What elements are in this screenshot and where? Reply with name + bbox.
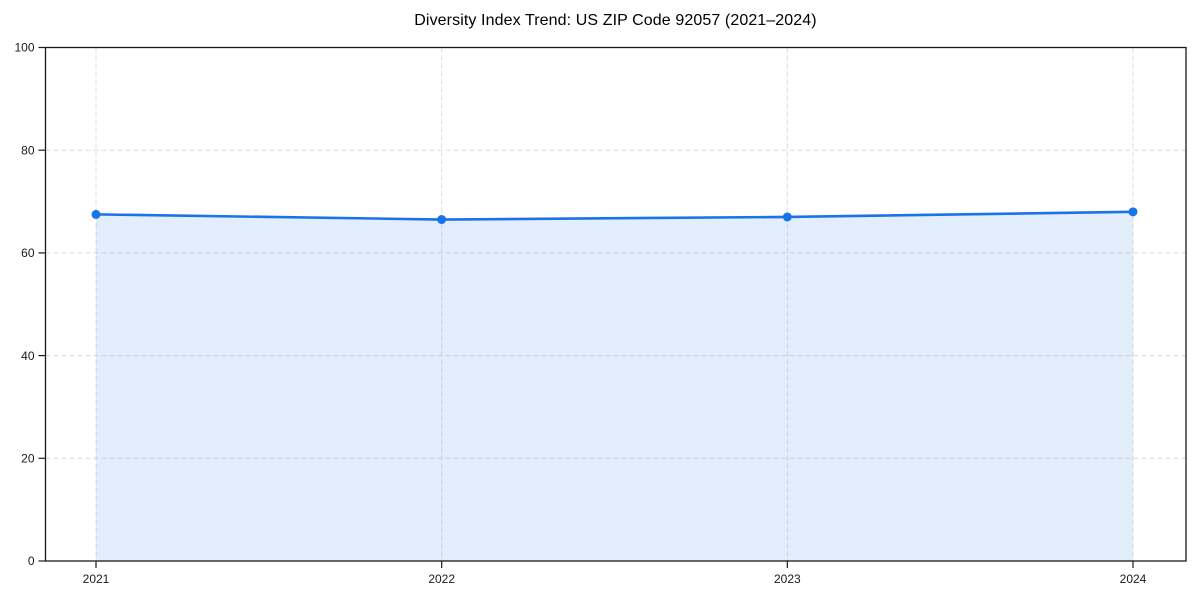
data-point-2022 xyxy=(437,215,447,225)
data-point-2021 xyxy=(91,209,101,219)
y-tick-label: 0 xyxy=(28,554,35,568)
y-tick-label: 40 xyxy=(21,349,35,363)
trend-line xyxy=(94,210,1135,221)
data-point-2024 xyxy=(1128,207,1138,217)
y-tick-label: 100 xyxy=(14,41,34,55)
data-point-2023 xyxy=(782,212,792,222)
x-tick-label: 2023 xyxy=(774,572,801,586)
x-tick-label: 2024 xyxy=(1120,572,1147,586)
plot-border xyxy=(44,46,1187,562)
y-tick-label: 60 xyxy=(21,246,35,260)
y-tick-label: 80 xyxy=(21,143,35,157)
x-tick-label: 2022 xyxy=(428,572,455,586)
y-tick-label: 20 xyxy=(21,452,35,466)
x-tick-label: 2021 xyxy=(83,572,110,586)
chart-title: Diversity Index Trend: US ZIP Code 92057… xyxy=(414,12,817,29)
area-fill xyxy=(96,211,1133,561)
